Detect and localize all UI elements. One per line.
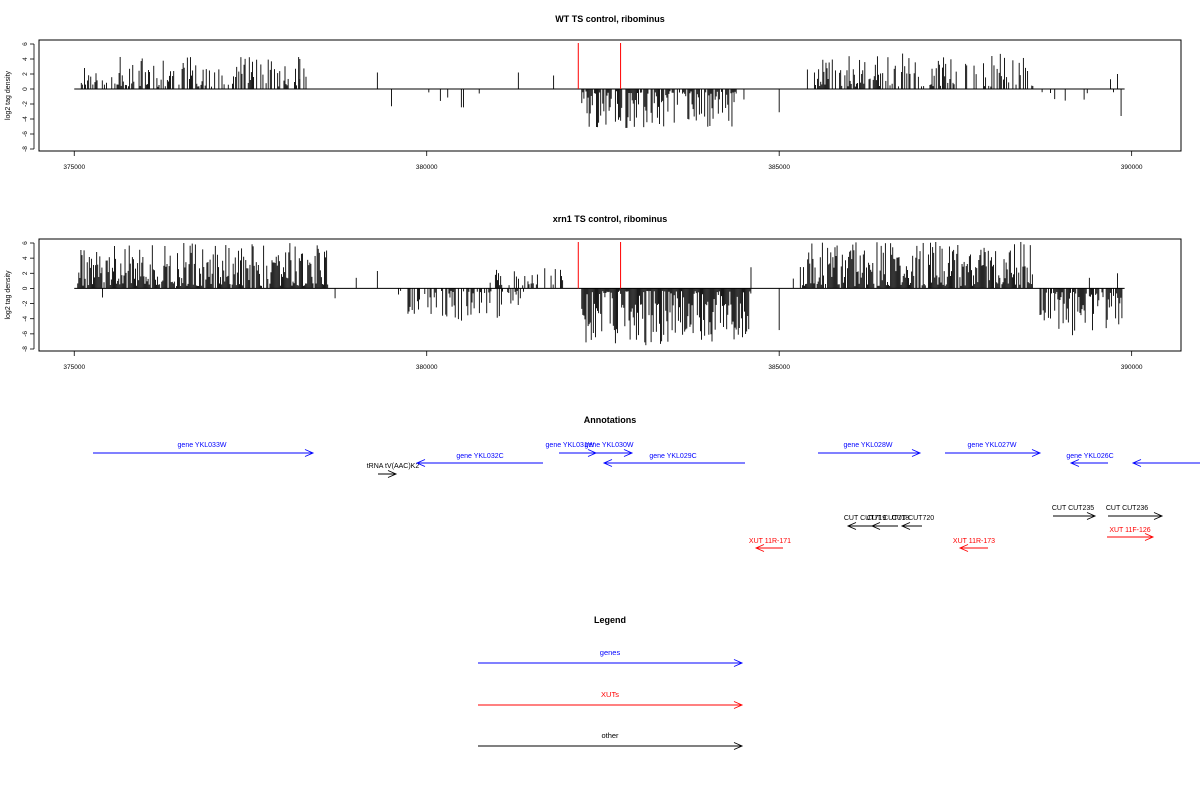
- y-tick-label: -8: [22, 346, 29, 352]
- feature-arrow: [818, 449, 922, 457]
- y-axis-label: log2 tag density: [5, 270, 12, 320]
- legend-panel: Legend genes XUTs other: [478, 615, 744, 750]
- feature-label: gene YKL028W: [844, 442, 893, 449]
- x-tick-label: 380000: [416, 364, 438, 371]
- feature-label: gene YKL033W: [178, 442, 227, 449]
- y-tick-label: 6: [22, 241, 29, 245]
- feature-label: CUT CUT719: [844, 515, 886, 522]
- feature-label: XUT 11R-171: [749, 538, 791, 545]
- feature-arrow: [93, 449, 315, 457]
- feature-label: gene YKL032C: [456, 453, 503, 460]
- feature-arrow: [900, 522, 922, 530]
- feature-label: gene YKL030W: [585, 442, 634, 449]
- feature-label: gene YKL031W: [546, 442, 595, 449]
- y-tick-label: -8: [22, 146, 29, 152]
- feature-label: CUT CUT235: [1052, 505, 1094, 512]
- feature-label: gene YKL027W: [968, 442, 1017, 449]
- y-tick-label: -2: [22, 101, 29, 107]
- feature-arrow: [415, 459, 543, 467]
- feature-arrow: [1131, 459, 1200, 467]
- x-tick-label: 380000: [416, 164, 438, 171]
- legend-title: Legend: [594, 615, 626, 625]
- feature-arrow: [378, 470, 398, 478]
- y-tick-label: -4: [22, 315, 29, 321]
- legend-arrow: [478, 701, 744, 709]
- y-tick-label: 0: [22, 87, 29, 91]
- feature-arrow: [588, 449, 634, 457]
- feature-arrow: [754, 544, 783, 552]
- x-tick-label: 385000: [768, 164, 790, 171]
- x-tick-label: 375000: [63, 164, 85, 171]
- panel-title: xrn1 TS control, ribominus: [553, 214, 668, 224]
- feature-label: tRNA tV(AAC)K2: [367, 463, 420, 470]
- y-tick-label: 0: [22, 286, 29, 290]
- legend-label: XUTs: [601, 690, 619, 699]
- annotations-title: Annotations: [584, 415, 637, 425]
- y-tick-label: 2: [22, 72, 29, 76]
- feature-label: gene YKL026C: [1066, 453, 1113, 460]
- y-tick-label: -6: [22, 131, 29, 137]
- feature-label: XUT 11F-126: [1109, 527, 1150, 534]
- xrn1-density-panel: xrn1 TS control, ribominus -8 -6 -4 -2 0 2 4 6 lo…: [5, 214, 1182, 371]
- y-tick-label: 2: [22, 271, 29, 275]
- y-axis-label: log2 tag density: [5, 70, 12, 120]
- feature-arrow: [870, 522, 898, 530]
- feature-label: gene YKL029C: [649, 453, 696, 460]
- wt-density-panel: WT TS control, ribominus -8 -6 -4 -2 0 2 4 6 log2…: [5, 14, 1182, 171]
- y-tick-label: 4: [22, 57, 29, 61]
- y-tick-label: -6: [22, 331, 29, 337]
- feature-arrow: [945, 449, 1042, 457]
- legend-label: other: [601, 731, 619, 740]
- y-tick-label: -2: [22, 300, 29, 306]
- x-tick-label: 385000: [768, 364, 790, 371]
- y-tick-label: 6: [22, 42, 29, 46]
- feature-label: CUT CUT720: [892, 515, 934, 522]
- x-tick-label: 390000: [1121, 364, 1143, 371]
- density-bars: [77, 241, 1123, 346]
- x-tick-label: 390000: [1121, 164, 1143, 171]
- legend-arrow: [478, 659, 744, 667]
- feature-label: CUT CUT718: [867, 515, 909, 522]
- feature-arrow: [1108, 512, 1164, 520]
- y-tick-label: -4: [22, 116, 29, 122]
- plot-frame: [38, 238, 1182, 352]
- feature-arrow: [1053, 512, 1097, 520]
- x-tick-label: 375000: [63, 364, 85, 371]
- density-bars: [80, 53, 1122, 128]
- legend-label: genes: [600, 648, 621, 657]
- panel-title: WT TS control, ribominus: [555, 14, 665, 24]
- y-tick-label: 4: [22, 256, 29, 260]
- feature-arrow: [602, 459, 745, 467]
- plot-frame: [38, 39, 1182, 152]
- feature-arrow: [1107, 533, 1155, 541]
- feature-label: CUT CUT236: [1106, 505, 1148, 512]
- feature-label: XUT 11R-173: [953, 538, 995, 545]
- feature-arrow: [958, 544, 988, 552]
- legend-arrow: [478, 742, 744, 750]
- annotations-panel: Annotations gene YKL033W tRNA tV(AAC)K2 gen…: [93, 415, 1200, 552]
- feature-arrow: [1069, 459, 1108, 467]
